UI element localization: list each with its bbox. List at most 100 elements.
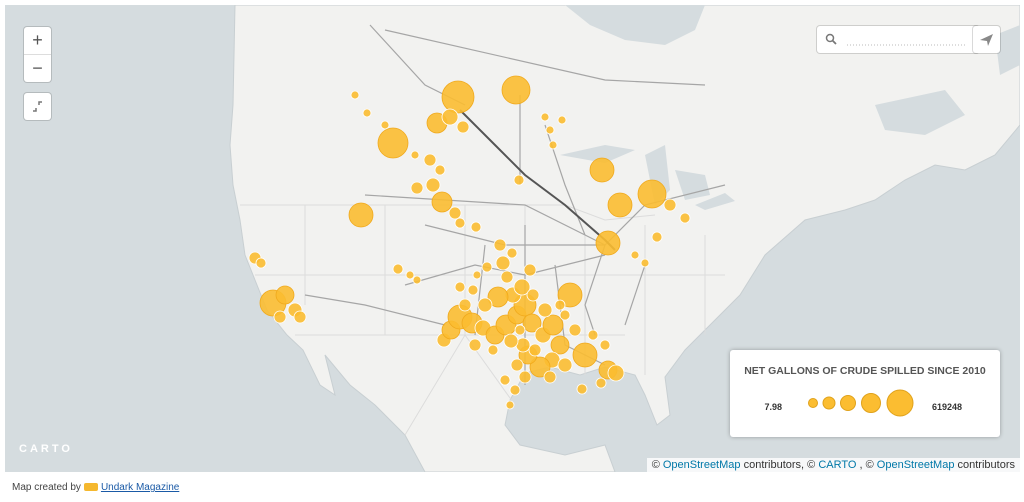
spill-marker[interactable] [273,310,287,324]
spill-marker[interactable] [470,221,482,233]
spill-marker[interactable] [513,174,525,186]
spill-marker[interactable] [503,333,519,349]
spill-marker[interactable] [554,299,566,311]
zoom-out-button[interactable]: − [24,54,51,82]
carto-logo: CARTO [19,443,73,455]
spill-marker[interactable] [587,329,599,341]
spill-marker[interactable] [506,247,518,259]
spill-marker[interactable] [572,342,598,368]
spill-marker[interactable] [456,120,470,134]
spill-marker[interactable] [679,212,691,224]
attribution-text: , © [859,459,874,471]
spill-marker[interactable] [454,217,466,229]
locate-button[interactable] [973,26,1000,53]
legend-bubbles [808,389,914,417]
spill-marker[interactable] [487,286,509,308]
spill-marker[interactable] [380,120,390,130]
spill-marker[interactable] [630,250,640,260]
spill-marker[interactable] [545,125,555,135]
spill-marker[interactable] [651,231,663,243]
spill-marker[interactable] [275,285,295,305]
spill-marker[interactable] [392,263,404,275]
spill-marker[interactable] [509,384,521,396]
spill-marker[interactable] [576,383,588,395]
spill-marker[interactable] [454,281,466,293]
spill-marker[interactable] [540,112,550,122]
spill-marker[interactable] [467,284,479,296]
spill-marker[interactable] [255,257,267,269]
footer-link[interactable]: Undark Magazine [100,482,180,493]
spill-marker[interactable] [348,202,374,228]
spill-marker[interactable] [523,263,537,277]
spill-marker[interactable] [550,335,570,355]
search-box[interactable] [817,26,979,53]
spill-marker[interactable] [568,323,582,337]
attribution-link[interactable]: OpenStreetMap [662,459,741,471]
spill-marker[interactable] [405,270,415,280]
spill-marker[interactable] [481,261,493,273]
fullscreen-icon [33,101,42,112]
spill-marker[interactable] [487,344,499,356]
spill-marker[interactable] [557,357,573,373]
spill-marker[interactable] [510,358,524,372]
spill-marker[interactable] [434,164,446,176]
spill-marker[interactable] [528,343,542,357]
spill-marker[interactable] [431,191,453,213]
search-icon [825,33,967,46]
spill-marker[interactable] [350,90,360,100]
footer: Map created by Undark Magazine [12,482,179,493]
spill-marker[interactable] [425,177,441,193]
spill-marker[interactable] [595,230,621,256]
spill-marker[interactable] [557,282,583,308]
spill-marker[interactable] [542,314,564,336]
zoom-in-button[interactable]: + [32,30,43,50]
spill-marker[interactable] [514,324,526,336]
spill-marker[interactable] [640,258,650,268]
spill-marker[interactable] [607,364,625,382]
spill-marker[interactable] [518,370,532,384]
spill-marker[interactable] [412,275,422,285]
spill-marker[interactable] [513,278,531,296]
spill-marker[interactable] [441,80,475,114]
map[interactable]: + − CARTO NET GALLONS OF CRUDE SPILLED S… [5,5,1020,472]
spill-marker[interactable] [526,288,540,302]
spill-marker[interactable] [499,374,511,386]
spill-marker[interactable] [495,255,511,271]
attribution-link[interactable]: OpenStreetMap [876,459,955,471]
spill-marker[interactable] [468,338,482,352]
spill-marker[interactable] [458,298,472,312]
spill-marker[interactable] [472,270,482,280]
spill-marker[interactable] [410,181,424,195]
spill-marker[interactable] [663,198,677,212]
spill-marker[interactable] [501,75,531,105]
spill-marker[interactable] [423,153,437,167]
fullscreen-button[interactable] [24,93,51,120]
spill-marker[interactable] [500,270,514,284]
spill-marker[interactable] [522,313,542,333]
spill-marker[interactable] [505,400,515,410]
spill-marker[interactable] [595,377,607,389]
spill-marker[interactable] [362,108,372,118]
spill-marker[interactable] [559,309,571,321]
spill-marker[interactable] [607,192,633,218]
spill-marker[interactable] [377,127,409,159]
spill-marker[interactable] [529,356,551,378]
spill-marker[interactable] [477,297,493,313]
spill-marker[interactable] [441,108,459,126]
spill-marker[interactable] [293,310,307,324]
spill-marker[interactable] [448,206,462,220]
spill-marker[interactable] [410,150,420,160]
spill-marker[interactable] [637,179,667,209]
spill-marker[interactable] [493,238,507,252]
attribution-link[interactable]: CARTO [818,459,857,471]
spill-marker[interactable] [537,302,553,318]
legend-title: NET GALLONS OF CRUDE SPILLED SINCE 2010 [744,365,986,377]
spill-marker[interactable] [557,115,567,125]
spill-marker[interactable] [548,140,558,150]
attribution-text: contributors [957,459,1015,471]
spill-marker[interactable] [599,339,611,351]
attribution: © OpenStreetMap contributors, © CARTO , … [646,458,1020,472]
spill-marker[interactable] [543,370,557,384]
spill-marker[interactable] [589,157,615,183]
attribution-text: contributors, © [743,459,816,471]
